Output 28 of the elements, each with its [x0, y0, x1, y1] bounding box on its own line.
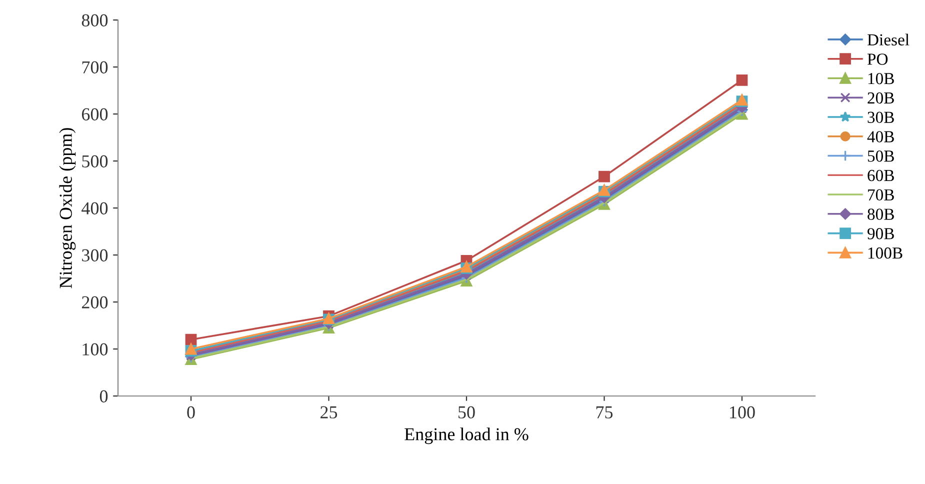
legend-label: 60B: [868, 170, 894, 182]
y-tick-label: 400: [82, 202, 108, 214]
x-tick-label: 50: [458, 406, 475, 418]
y-tick-label: 800: [82, 14, 108, 26]
y-tick-label: 600: [82, 108, 108, 120]
x-tick-label: 0: [187, 406, 195, 418]
legend-label: 10B: [868, 72, 894, 84]
legend-label: 100B: [868, 247, 902, 259]
x-axis-title: Engine load in %: [404, 428, 528, 444]
legend-label: 70B: [868, 189, 894, 201]
legend-label: 40B: [867, 131, 894, 142]
x-tick-label: 100: [730, 406, 755, 418]
legend-label: Diesel: [867, 34, 910, 46]
y-tick-label: 700: [82, 61, 108, 74]
y-tick-label: 0: [100, 390, 108, 402]
y-tick-label: 300: [82, 249, 108, 262]
x-tick-label: 25: [320, 406, 338, 418]
legend-label: 50B: [868, 150, 894, 162]
legend-label: 20B: [868, 92, 894, 104]
x-tick-label: 75: [596, 406, 613, 418]
y-tick-label: 200: [82, 296, 108, 308]
y-axis-title: Nitrogen Oxide (ppm): [59, 128, 76, 288]
legend-label: 80B: [868, 208, 894, 220]
y-tick-label: 500: [82, 155, 108, 168]
legend-label: 90B: [868, 228, 894, 240]
y-tick-label: 100: [82, 343, 108, 356]
legend-label: 30B: [868, 112, 894, 123]
legend-label: PO: [867, 54, 888, 65]
